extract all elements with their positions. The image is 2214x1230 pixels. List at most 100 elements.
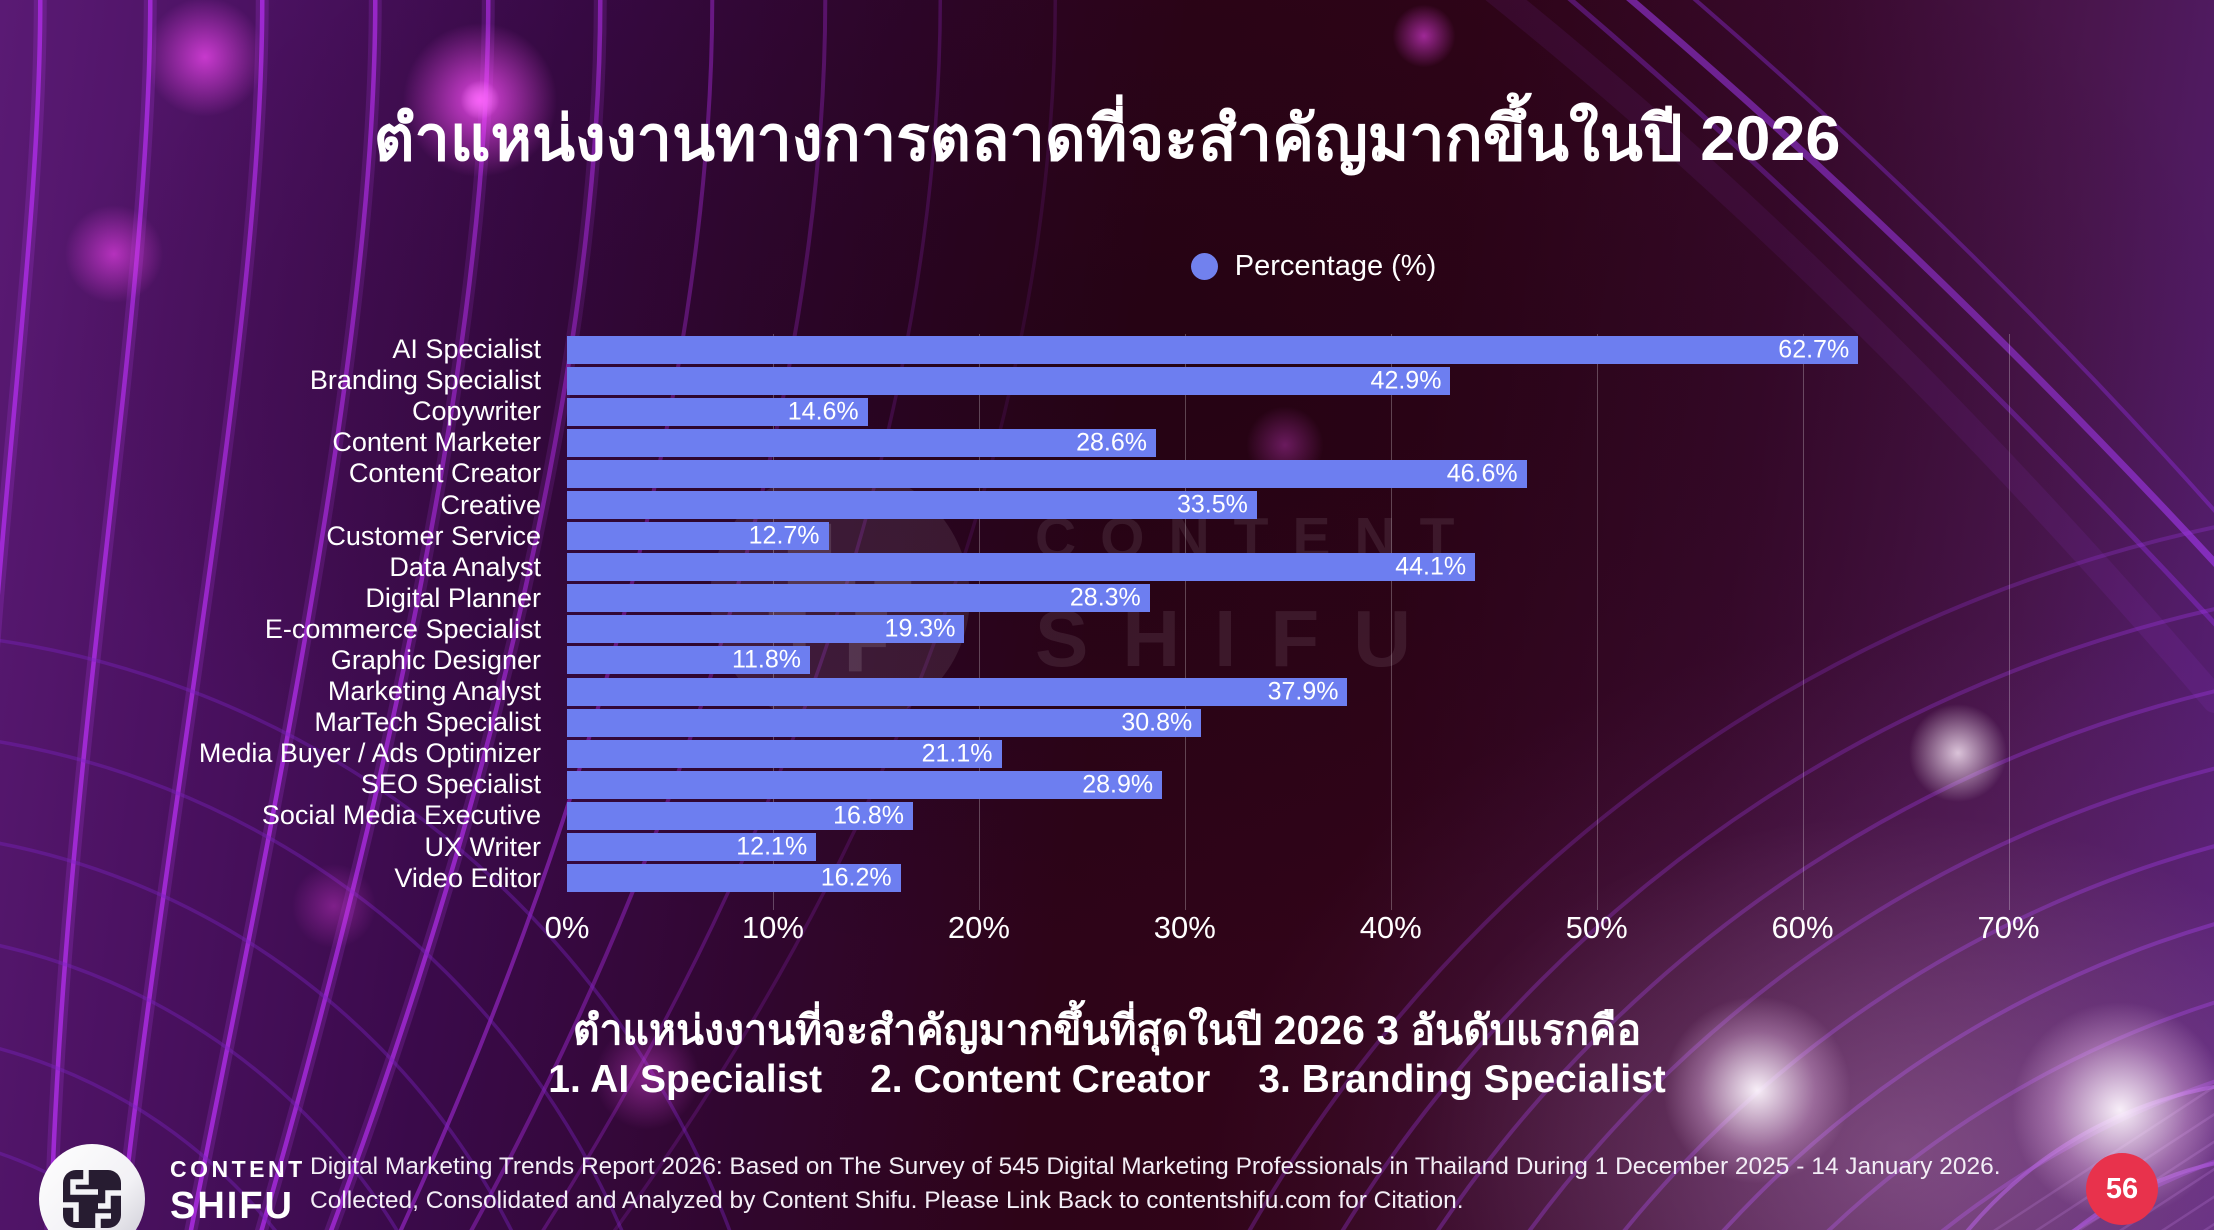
bar-value-label: 42.9% bbox=[1370, 366, 1442, 395]
bar-track: 19.3% bbox=[567, 614, 2060, 644]
bar: 46.6% bbox=[567, 459, 1527, 488]
category-label: Graphic Designer bbox=[330, 644, 541, 675]
bar-value-label: 16.2% bbox=[820, 863, 892, 892]
bar-value-label: 11.8% bbox=[731, 645, 801, 674]
x-tick-label: 50% bbox=[1565, 909, 1628, 945]
category-label: Data Analyst bbox=[389, 551, 541, 582]
bar-track: 14.6% bbox=[567, 397, 2060, 426]
bar: 28.9% bbox=[567, 770, 1163, 799]
bar-value-label: 28.3% bbox=[1069, 583, 1141, 612]
bar-row: Copywriter 14.6% bbox=[0, 396, 2214, 427]
bar-rows: AI Specialist 62.7% Branding Specialist 42.… bbox=[0, 334, 2214, 894]
chart-legend: Percentage (%) bbox=[567, 250, 2060, 283]
category-label: Content Creator bbox=[348, 458, 541, 489]
bar-row: SEO Specialist 28.9% bbox=[0, 769, 2214, 800]
bar-row: Branding Specialist 42.9% bbox=[0, 365, 2214, 396]
slide-title: ตำแหน่งงานทางการตลาดที่จะสำคัญมากขึ้นในป… bbox=[373, 104, 1841, 175]
bar-row: MarTech Specialist 30.8% bbox=[0, 707, 2214, 738]
bar: 42.9% bbox=[567, 366, 1451, 395]
bar-value-label: 44.1% bbox=[1395, 552, 1467, 581]
category-label: AI Specialist bbox=[392, 334, 541, 365]
bar-track: 28.9% bbox=[567, 770, 2060, 799]
footer-brand: CONTENT SHIFU bbox=[170, 1156, 306, 1226]
category-label: Digital Planner bbox=[365, 582, 541, 613]
x-tick-label: 40% bbox=[1359, 909, 1422, 945]
bar-track: 21.1% bbox=[567, 739, 2060, 768]
x-tick-label: 60% bbox=[1771, 909, 1834, 945]
category-label: Media Buyer / Ads Optimizer bbox=[198, 738, 541, 769]
bar: 19.3% bbox=[567, 614, 965, 644]
footer-brand-line1: CONTENT bbox=[170, 1156, 306, 1182]
bar-value-label: 12.7% bbox=[748, 521, 820, 550]
bar-row: Graphic Designer 11.8% bbox=[0, 645, 2214, 676]
bar-value-label: 14.6% bbox=[787, 397, 859, 426]
bar-row: Video Editor 16.2% bbox=[0, 863, 2214, 894]
bar-row: Content Creator 46.6% bbox=[0, 458, 2214, 489]
citation: Digital Marketing Trends Report 2026: Ba… bbox=[310, 1150, 2001, 1218]
summary-rank-2: 2. Content Creator bbox=[870, 1058, 1211, 1101]
category-label: Social Media Executive bbox=[261, 800, 541, 831]
bar: 16.8% bbox=[567, 801, 913, 830]
bar-row: Customer Service 12.7% bbox=[0, 521, 2214, 552]
bar-row: Media Buyer / Ads Optimizer 21.1% bbox=[0, 738, 2214, 769]
bar-value-label: 33.5% bbox=[1176, 490, 1248, 519]
bar-track: 16.8% bbox=[567, 801, 2060, 830]
bar: 62.7% bbox=[567, 335, 1859, 364]
legend-label: Percentage (%) bbox=[1234, 250, 1437, 282]
bar-track: 46.6% bbox=[567, 459, 2060, 488]
bar-track: 12.7% bbox=[567, 521, 2060, 551]
x-tick-label: 0% bbox=[544, 909, 590, 945]
bar-value-label: 28.9% bbox=[1082, 770, 1154, 799]
bar-row: UX Writer 12.1% bbox=[0, 832, 2214, 863]
category-label: E-commerce Specialist bbox=[264, 613, 541, 644]
category-label: Creative bbox=[440, 489, 541, 520]
summary-rank-1: 1. AI Specialist bbox=[548, 1058, 823, 1101]
bar-value-label: 19.3% bbox=[884, 614, 956, 643]
bar-value-label: 30.8% bbox=[1121, 708, 1193, 737]
bar-track: 28.6% bbox=[567, 428, 2060, 457]
category-label: MarTech Specialist bbox=[314, 707, 541, 738]
bar: 11.8% bbox=[567, 645, 810, 675]
summary-rank-3: 3. Branding Specialist bbox=[1258, 1058, 1666, 1101]
content-shifu-logo bbox=[39, 1144, 145, 1230]
bar-value-label: 37.9% bbox=[1267, 677, 1339, 706]
category-label: SEO Specialist bbox=[360, 769, 541, 800]
bar-value-label: 28.6% bbox=[1076, 428, 1147, 457]
bar-value-label: 21.1% bbox=[921, 739, 993, 768]
bar-track: 30.8% bbox=[567, 708, 2060, 737]
bar: 14.6% bbox=[567, 397, 868, 426]
bar-row: Content Marketer 28.6% bbox=[0, 427, 2214, 458]
bar: 33.5% bbox=[567, 490, 1257, 520]
bar-value-label: 12.1% bbox=[736, 832, 808, 861]
citation-line1: Digital Marketing Trends Report 2026: Ba… bbox=[310, 1153, 2001, 1180]
bar-row: Creative 33.5% bbox=[0, 489, 2214, 520]
bar: 37.9% bbox=[567, 677, 1348, 706]
page-number-badge: 56 bbox=[2086, 1153, 2158, 1225]
x-axis: 0% 10% 20% 30% 40% 50% 60% 70% bbox=[545, 894, 2060, 950]
bar: 16.2% bbox=[567, 863, 901, 893]
bar-track: 28.3% bbox=[567, 583, 2060, 613]
category-label: Copywriter bbox=[411, 396, 541, 427]
summary-line2: 1. AI Specialist 2. Content Creator 3. B… bbox=[0, 1058, 2214, 1102]
bar-track: 33.5% bbox=[567, 490, 2060, 520]
bar-track: 12.1% bbox=[567, 832, 2060, 862]
summary-line1: ตำแหน่งงานที่จะสำคัญมากขึ้นที่สุดในปี 20… bbox=[572, 1007, 1642, 1053]
bar: 21.1% bbox=[567, 739, 1002, 768]
x-tick-label: 30% bbox=[1153, 909, 1216, 945]
legend-dot-icon bbox=[1190, 253, 1218, 280]
bar-row: Data Analyst 44.1% bbox=[0, 552, 2214, 583]
bar-track: 11.8% bbox=[567, 645, 2060, 675]
bar: 28.6% bbox=[567, 428, 1156, 457]
category-label: Branding Specialist bbox=[309, 365, 541, 396]
bar-row: AI Specialist 62.7% bbox=[0, 334, 2214, 365]
category-label: Content Marketer bbox=[332, 427, 541, 458]
x-tick-label: 10% bbox=[741, 909, 804, 945]
category-label: Customer Service bbox=[326, 520, 541, 551]
bar-chart: AI Specialist 62.7% Branding Specialist 42.… bbox=[0, 334, 2214, 950]
bar-value-label: 46.6% bbox=[1446, 459, 1518, 488]
category-label: Marketing Analyst bbox=[327, 676, 541, 707]
citation-line2: Collected, Consolidated and Analyzed by … bbox=[310, 1187, 1464, 1214]
bar-track: 62.7% bbox=[567, 335, 2060, 364]
bar-value-label: 62.7% bbox=[1778, 335, 1850, 364]
